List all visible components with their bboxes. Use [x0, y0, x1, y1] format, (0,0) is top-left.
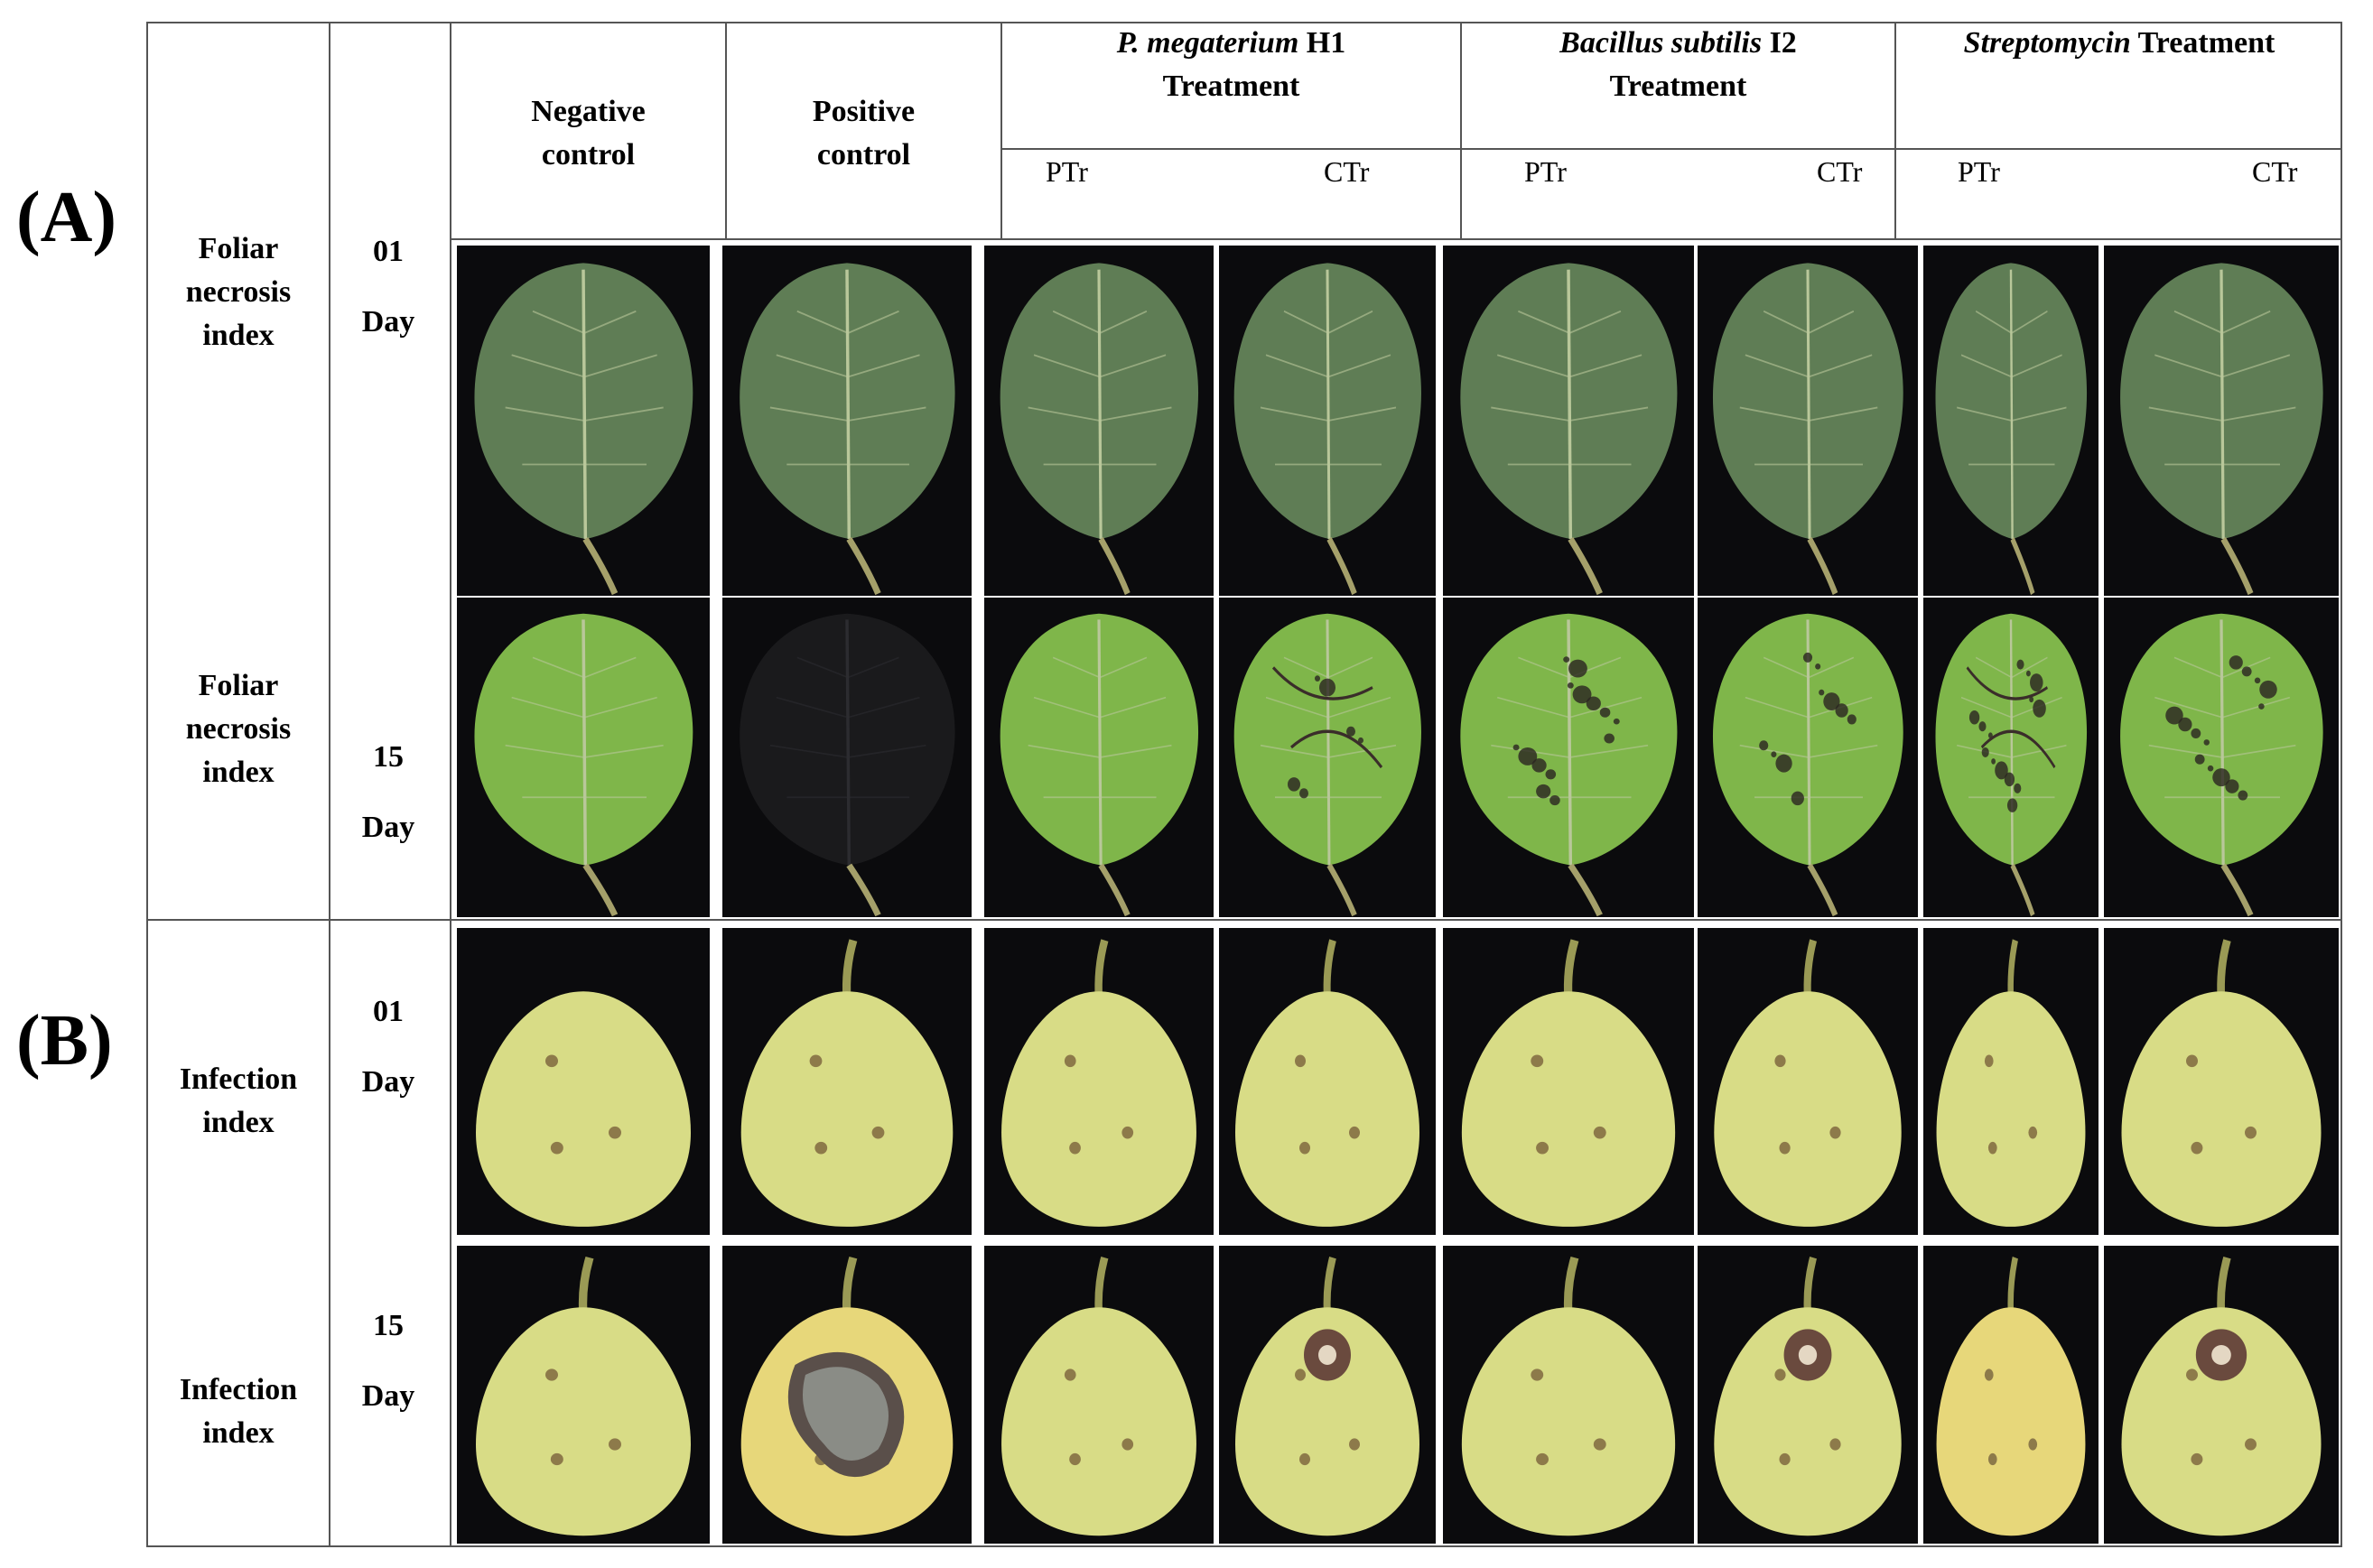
row-label-infection-day15: Infection index — [179, 1373, 298, 1450]
photo-leaf-day15-positive-control — [722, 598, 972, 917]
subheader-bsub-ptr: PTr — [1524, 155, 1567, 188]
divider-pmeg — [1460, 22, 1462, 238]
photo-fruit-day1-bsub-ptr — [1443, 928, 1694, 1235]
photo-fruit-day1-bsub-ctr — [1698, 928, 1918, 1235]
row-label-infection-day1: Infection index — [179, 1062, 298, 1139]
photo-fruit-day15-strep-ptr — [1923, 1246, 2098, 1544]
panel-label-b: (B) — [16, 1001, 113, 1081]
subheader-strep-ptr: PTr — [1958, 155, 2000, 188]
photo-fruit-day1-pmeg-ptr — [984, 928, 1214, 1235]
day-label-infection-day1: 01 Day — [361, 995, 415, 1099]
divider-negative — [725, 22, 727, 238]
photo-leaf-day15-pmeg-ptr — [984, 598, 1214, 917]
photo-fruit-day15-positive-control — [722, 1246, 972, 1544]
divider-subheader — [1000, 148, 2342, 150]
photo-leaf-day1-strep-ctr — [2104, 246, 2339, 596]
subheader-pmeg-ctr: CTr — [1324, 155, 1370, 188]
photo-leaf-day15-bsub-ptr — [1443, 598, 1694, 917]
header-negative-control: Negative control — [531, 95, 646, 172]
photo-leaf-day15-pmeg-ctr — [1219, 598, 1436, 917]
photo-leaf-day1-positive-control — [722, 246, 972, 596]
header-bsubtilis-treatment: Bacillus subtilis I2 Treatment — [1559, 26, 1797, 103]
photo-fruit-day1-negative-control — [457, 928, 710, 1235]
photo-leaf-day1-negative-control — [457, 246, 710, 596]
photo-fruit-day15-pmeg-ptr — [984, 1246, 1214, 1544]
figure-table — [146, 22, 2342, 1547]
photo-leaf-day15-negative-control — [457, 598, 710, 917]
divider-positive — [1000, 22, 1002, 238]
header-pmegaterium-treatment: P. megaterium H1 Treatment — [1116, 26, 1346, 103]
photo-leaf-day15-strep-ctr — [2104, 598, 2339, 917]
photo-leaf-day15-strep-ptr — [1923, 598, 2098, 917]
photo-leaf-day15-bsub-ctr — [1698, 598, 1918, 917]
row-label-foliar-day15: Foliar necrosis index — [185, 669, 292, 789]
photo-fruit-day1-pmeg-ctr — [1219, 928, 1436, 1235]
subheader-pmeg-ptr: PTr — [1046, 155, 1088, 188]
subheader-strep-ctr: CTr — [2252, 155, 2298, 188]
photo-fruit-day15-bsub-ptr — [1443, 1246, 1694, 1544]
photo-leaf-day1-pmeg-ptr — [984, 246, 1214, 596]
photo-leaf-day1-bsub-ctr — [1698, 246, 1918, 596]
row-label-foliar-day1: Foliar necrosis index — [185, 232, 292, 352]
photo-leaf-day1-pmeg-ctr — [1219, 246, 1436, 596]
photo-fruit-day1-strep-ctr — [2104, 928, 2339, 1235]
photo-fruit-day15-bsub-ctr — [1698, 1246, 1918, 1544]
divider-header-bottom — [450, 238, 2342, 240]
photo-leaf-day1-bsub-ptr — [1443, 246, 1694, 596]
header-positive-control: Positive control — [812, 95, 916, 172]
photo-fruit-day15-strep-ctr — [2104, 1246, 2339, 1544]
photo-fruit-day15-negative-control — [457, 1246, 710, 1544]
divider-day-col — [450, 22, 451, 1547]
divider-bsub — [1894, 22, 1896, 238]
photo-leaf-day1-strep-ptr — [1923, 246, 2098, 596]
subheader-bsub-ctr: CTr — [1817, 155, 1863, 188]
day-label-foliar-day1: 01 Day — [361, 235, 415, 339]
day-label-foliar-day15: 15 Day — [361, 740, 415, 844]
panel-label-a: (A) — [16, 178, 117, 257]
header-streptomycin-treatment: Streptomycin Treatment — [1963, 26, 2275, 60]
photo-fruit-day15-pmeg-ctr — [1219, 1246, 1436, 1544]
photo-fruit-day1-positive-control — [722, 928, 972, 1235]
photo-fruit-day1-strep-ptr — [1923, 928, 2098, 1235]
day-label-infection-day15: 15 Day — [361, 1309, 415, 1413]
divider-panels — [146, 919, 2342, 921]
divider-label-col — [329, 22, 330, 1547]
